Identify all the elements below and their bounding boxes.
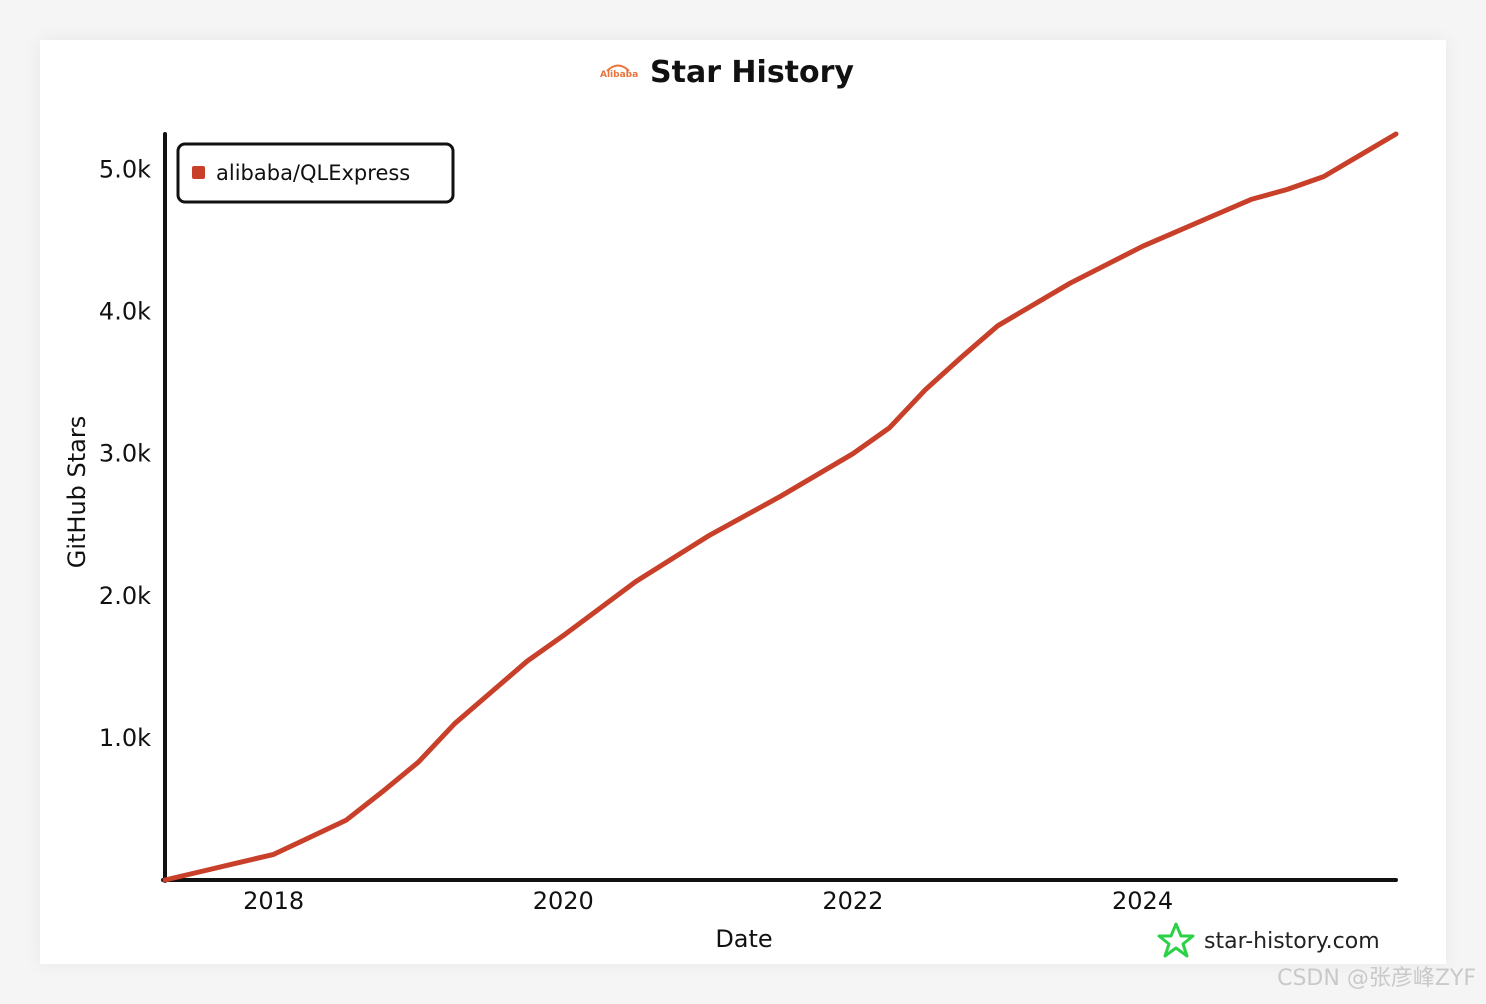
y-tick-labels: 1.0k 2.0k 3.0k 4.0k 5.0k [99,156,151,752]
x-tick-label: 2018 [243,887,304,915]
legend-label: alibaba/QLExpress [216,161,410,185]
chart-title: Star History [650,55,854,90]
x-tick-label: 2024 [1112,887,1173,915]
series-line-alibaba-qlexpress [162,131,1399,883]
alibaba-logo-icon: Alibaba [600,64,638,80]
legend-box [176,142,455,204]
x-axis-label: Date [715,925,772,953]
axes [161,132,1398,883]
chart-title-group: Alibaba Star History [600,55,854,90]
y-axis-label: GitHub Stars [63,416,91,569]
watermark: CSDN @张彦峰ZYF [1277,966,1476,991]
y-tick-label: 2.0k [99,582,151,610]
x-tick-labels: 2018 2020 2022 2024 [243,887,1173,915]
y-tick-label: 5.0k [99,156,151,184]
legend-swatch [192,166,205,179]
site-link[interactable]: star-history.com [1204,929,1380,954]
site-brand: star-history.com [1157,922,1380,958]
alibaba-logo-text: Alibaba [600,70,638,80]
y-tick-label: 3.0k [99,440,151,468]
y-tick-label: 4.0k [99,298,151,326]
x-tick-label: 2020 [533,887,594,915]
x-tick-label: 2022 [822,887,883,915]
legend: alibaba/QLExpress [176,142,455,204]
star-icon [1157,922,1195,958]
y-tick-label: 1.0k [99,724,151,752]
